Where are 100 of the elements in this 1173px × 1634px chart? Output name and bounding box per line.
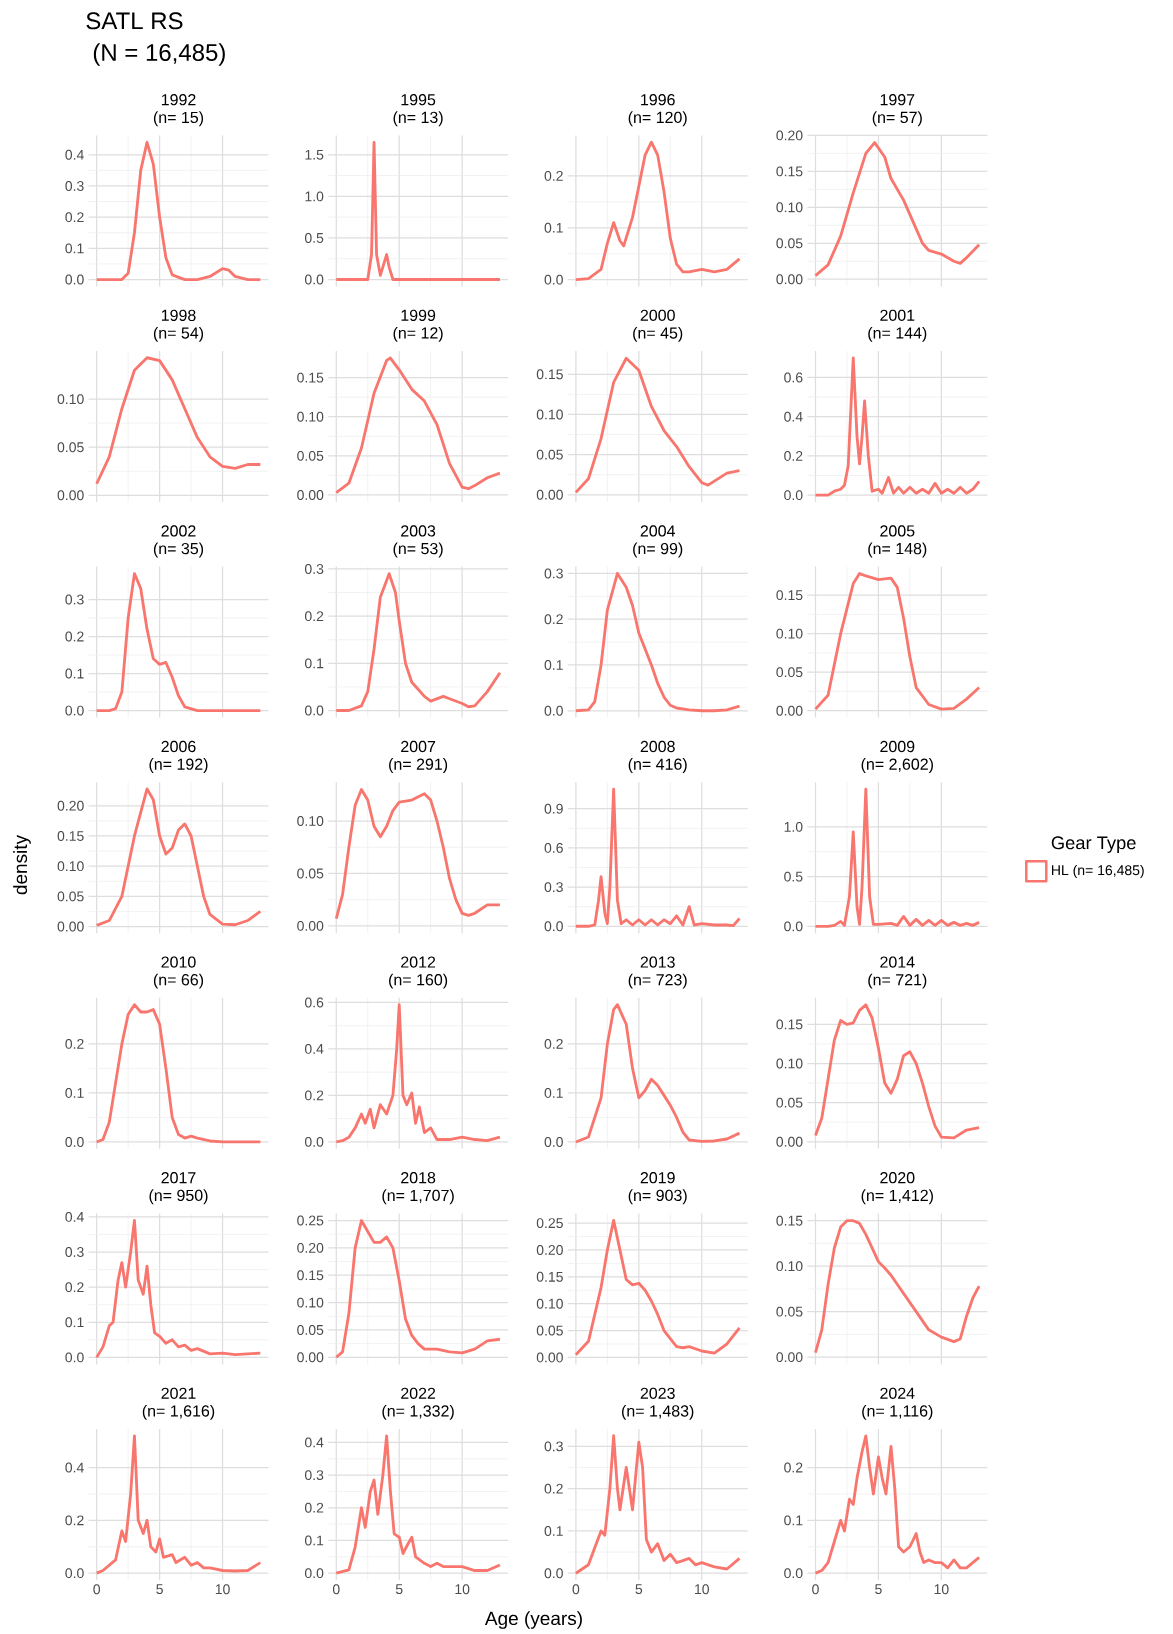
y-tick-label: 0.1: [544, 1087, 563, 1098]
y-tick-label: 0.15: [776, 1019, 803, 1030]
y-tick-label: 0.5: [784, 871, 803, 882]
y-tick-label: 0.2: [65, 631, 84, 642]
y-tick-label: 0.00: [297, 490, 324, 500]
y-tick-label: 0.3: [544, 568, 563, 579]
chart-title: 2012: [401, 956, 436, 968]
chart-subtitle: (n= 1,707): [382, 1189, 454, 1205]
y-tick-label: 0.05: [57, 891, 84, 902]
y-tick-label: 0.00: [297, 1352, 324, 1363]
y-tick-label: 0.05: [297, 450, 324, 461]
y-tick-label: 0.15: [776, 1215, 803, 1226]
y-tick-label: 0.2: [544, 170, 563, 181]
x-tick-label: 10: [695, 1584, 709, 1595]
chart-title: 2023: [640, 1387, 675, 1399]
y-tick-label: 1.0: [305, 191, 324, 202]
y-tick-label: 0.0: [65, 274, 84, 285]
y-tick-label: 0.2: [544, 1483, 563, 1494]
y-tick-label: 0.15: [536, 369, 563, 380]
chart-subtitle: (n= 45): [633, 326, 683, 342]
y-tick-label: 0.4: [65, 1211, 84, 1222]
y-tick-label: 0.20: [297, 1242, 324, 1253]
y-tick-label: 0.0: [784, 490, 803, 501]
y-tick-label: 0.4: [304, 1437, 324, 1448]
chart-title: 2004: [640, 525, 676, 537]
y-tick-label: 0.20: [536, 1245, 563, 1255]
y-tick-label: 0.2: [304, 1090, 324, 1101]
text: Age (years): [484, 1611, 582, 1629]
y-tick-label: 0.0: [304, 705, 324, 716]
y-tick-label: 0.0: [784, 921, 803, 932]
x-tick-label: 0: [572, 1584, 580, 1595]
chart-title: 1995: [401, 94, 436, 106]
chart-title: 2013: [640, 956, 675, 968]
y-tick-label: 0.00: [297, 920, 324, 931]
y-tick-label: 0.1: [784, 1515, 803, 1526]
chart-title: 2000: [640, 309, 675, 321]
chart-subtitle: (n= 15): [153, 111, 204, 127]
y-tick-label: 0.9: [544, 803, 563, 814]
chart-subtitle: (n= 120): [628, 111, 687, 127]
x-tick-label: 5: [156, 1584, 163, 1594]
chart-title: 2009: [880, 740, 915, 753]
line-series: [334, 788, 502, 920]
y-tick-label: 0.2: [304, 1502, 324, 1513]
y-tick-label: 0.00: [776, 1136, 803, 1147]
y-tick-label: 0.1: [65, 1317, 84, 1328]
line-series: [95, 787, 262, 927]
chart-subtitle: (n= 1,616): [142, 1404, 215, 1420]
chart-subtitle: (n= 903): [628, 1189, 687, 1205]
chart-subtitle: (n= 723): [628, 973, 687, 989]
line-series: [95, 356, 262, 486]
y-tick-label: 0.05: [776, 1097, 803, 1108]
y-tick-label: 0.00: [776, 1352, 803, 1363]
y-tick-label: 0.05: [536, 449, 563, 460]
y-tick-label: 0.05: [297, 868, 324, 879]
line-series: [95, 1003, 262, 1144]
y-tick-label: 0.15: [536, 1271, 563, 1282]
chart-title: 1996: [641, 94, 675, 106]
y-tick-label: 0.0: [544, 1568, 563, 1579]
x-tick-label: 10: [934, 1584, 949, 1595]
y-tick-label: 0.15: [776, 590, 803, 601]
line-series: [334, 356, 502, 495]
y-tick-label: 0.10: [536, 1298, 563, 1309]
y-tick-label: 0.2: [544, 614, 563, 625]
y-tick-label: 0.2: [65, 1282, 84, 1293]
y-tick-label: 0.10: [297, 411, 324, 422]
line-series: [574, 787, 741, 928]
chart-title: 2002: [161, 525, 196, 537]
y-tick-label: 0.10: [297, 1297, 324, 1308]
y-tick-label: 0.0: [304, 1568, 324, 1579]
y-tick-label: 0.10: [297, 816, 324, 826]
y-tick-label: 0.00: [57, 490, 84, 501]
x-tick-label: 5: [875, 1584, 882, 1594]
y-tick-label: 0.3: [65, 594, 84, 605]
line-series: [814, 356, 981, 497]
y-tick-label: 0.3: [304, 1470, 324, 1481]
text: (N = 16,485): [93, 43, 225, 66]
line-series: [574, 1434, 741, 1575]
y-tick-label: 0.1: [65, 668, 84, 679]
y-tick-label: 0.4: [304, 1043, 324, 1054]
y-tick-label: 1.5: [305, 149, 324, 160]
chart-subtitle: (n= 1,332): [382, 1404, 454, 1420]
chart-title: 2006: [161, 740, 196, 753]
chart-title: 2003: [401, 525, 436, 537]
y-tick-label: 0.0: [65, 1352, 84, 1363]
chart-subtitle: (n= 148): [868, 542, 927, 558]
text: SATL RS: [86, 12, 183, 30]
y-tick-label: 0.5: [304, 232, 324, 243]
chart-subtitle: (n= 1,116): [862, 1404, 933, 1420]
y-tick-label: 0.10: [776, 202, 803, 213]
chart-title: 2008: [640, 740, 675, 753]
y-tick-label: 0.2: [544, 1038, 563, 1049]
y-tick-label: 0.3: [65, 1247, 84, 1257]
line-series: [334, 1219, 502, 1359]
chart-subtitle: (n= 12): [393, 326, 443, 342]
y-tick-label: 0.3: [544, 1441, 563, 1452]
chart-subtitle: (n= 57): [872, 111, 922, 127]
y-tick-label: 1.0: [784, 821, 803, 832]
y-tick-label: 0.0: [544, 705, 563, 716]
line-series: [574, 1003, 741, 1144]
y-tick-label: 0.05: [297, 1324, 324, 1335]
